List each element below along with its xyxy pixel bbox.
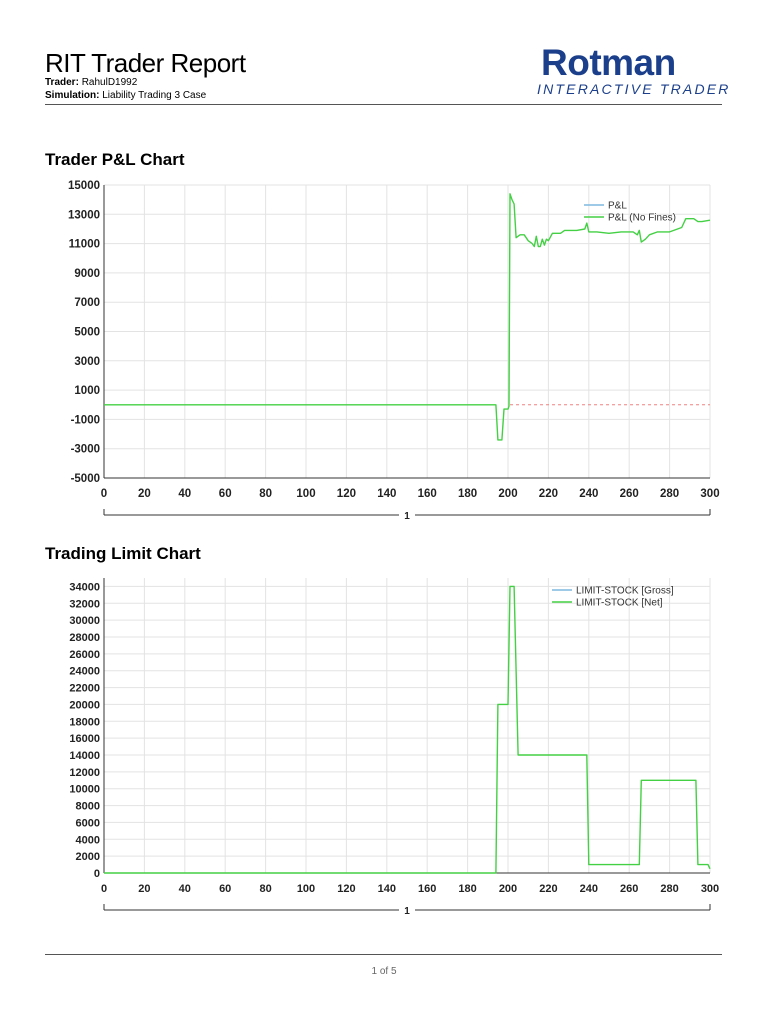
legend-entry-1: LIMIT-STOCK [Gross] — [576, 586, 674, 597]
rotman-logo: Rotman INTERACTIVE TRADER — [537, 42, 728, 100]
y-tick-label: 5000 — [74, 327, 100, 339]
x-tick-label: 280 — [660, 883, 678, 895]
y-tick-label: 22000 — [69, 683, 100, 695]
x-tick-label: 100 — [296, 488, 315, 500]
x-tick-label: 40 — [178, 488, 191, 500]
x-tick-label: 260 — [620, 883, 638, 895]
y-tick-label: 24000 — [69, 666, 100, 678]
limit-chart: 3400032000300002800026000240002200020000… — [69, 578, 719, 917]
simulation-value: Liability Trading 3 Case — [102, 90, 207, 101]
y-tick-label: -1000 — [71, 414, 100, 426]
y-tick-label: 34000 — [69, 581, 100, 593]
y-tick-label: 16000 — [69, 733, 100, 745]
y-tick-label: 26000 — [69, 649, 100, 661]
y-tick-label: 7000 — [74, 297, 100, 309]
x-tick-label: 200 — [499, 883, 517, 895]
legend-entry-2: LIMIT-STOCK [Net] — [576, 598, 663, 609]
trader-value: RahulD1992 — [81, 77, 138, 88]
legend-entry-1: P&L — [608, 201, 627, 212]
x-tick-label: 20 — [138, 883, 150, 895]
legend-entry-2: P&L (No Fines) — [608, 213, 676, 224]
x-tick-label: 300 — [701, 883, 719, 895]
x-tick-label: 120 — [337, 883, 355, 895]
x-tick-label: 60 — [219, 488, 232, 500]
y-tick-label: 32000 — [69, 598, 100, 610]
x-tick-label: 0 — [101, 488, 107, 500]
x-tick-label: 260 — [620, 488, 639, 500]
y-tick-label: 6000 — [76, 817, 100, 829]
x-tick-label: 40 — [179, 883, 191, 895]
series-line-2 — [104, 193, 711, 441]
simulation-line: Simulation: Liability Trading 3 Case — [45, 90, 206, 101]
x-tick-label: 280 — [660, 488, 679, 500]
x-tick-label: 200 — [498, 488, 517, 500]
y-tick-label: 11000 — [69, 239, 100, 251]
series-line-2 — [104, 585, 711, 874]
x-tick-label: 180 — [458, 488, 477, 500]
x-tick-label: 20 — [138, 488, 151, 500]
y-tick-label: 1000 — [74, 385, 100, 397]
period-bracket: 1 — [103, 509, 711, 522]
logo-main-text: Rotman — [541, 42, 676, 83]
y-tick-label: 14000 — [69, 750, 100, 762]
y-tick-label: 20000 — [69, 699, 100, 711]
x-tick-label: 160 — [418, 883, 436, 895]
x-tick-label: 220 — [539, 883, 557, 895]
trader-line: Trader: RahulD1992 — [45, 77, 137, 88]
y-tick-label: -3000 — [71, 444, 100, 456]
x-tick-label: 80 — [259, 883, 271, 895]
trader-label: Trader: — [45, 77, 79, 88]
y-tick-label: 15000 — [68, 180, 100, 192]
simulation-label: Simulation: — [45, 90, 100, 101]
y-tick-label: 28000 — [69, 632, 100, 644]
period-label-bg — [399, 509, 415, 521]
grid — [103, 184, 711, 479]
period-label: 1 — [404, 906, 410, 917]
y-tick-label: 3000 — [74, 356, 100, 368]
y-tick-label: 4000 — [76, 834, 100, 846]
legend: P&LP&L (No Fines) — [584, 201, 676, 224]
x-tick-label: 140 — [378, 883, 396, 895]
y-tick-label: 30000 — [69, 615, 100, 627]
x-tick-label: 100 — [297, 883, 315, 895]
x-tick-label: 80 — [259, 488, 272, 500]
x-tick-label: 220 — [539, 488, 558, 500]
y-tick-label: 18000 — [69, 716, 100, 728]
x-tick-label: 300 — [700, 488, 719, 500]
report-title: RIT Trader Report — [45, 48, 246, 78]
x-tick-label: 120 — [337, 488, 356, 500]
legend: LIMIT-STOCK [Gross]LIMIT-STOCK [Net] — [552, 586, 674, 609]
y-tick-label: 0 — [94, 868, 100, 880]
y-tick-label: 9000 — [74, 268, 100, 280]
period-label-bg — [399, 904, 415, 916]
y-tick-label: 10000 — [69, 784, 100, 796]
x-tick-label: 180 — [458, 883, 476, 895]
y-tick-label: 8000 — [76, 801, 100, 813]
logo-sub-text: INTERACTIVE TRADER — [537, 81, 731, 97]
y-tick-label: 2000 — [76, 851, 100, 863]
period-bracket: 1 — [103, 904, 711, 917]
period-label: 1 — [404, 511, 410, 522]
x-tick-label: 240 — [579, 488, 598, 500]
y-tick-label: -5000 — [71, 473, 100, 485]
page-number: 1 of 5 — [371, 966, 397, 977]
x-tick-label: 0 — [101, 883, 107, 895]
x-tick-label: 160 — [418, 488, 437, 500]
limit-chart-title: Trading Limit Chart — [45, 544, 201, 563]
header-divider — [45, 104, 722, 105]
pnl-chart: 15000130001100090007000500030001000-1000… — [68, 180, 720, 522]
grid — [103, 578, 711, 874]
y-tick-label: 12000 — [69, 767, 100, 779]
y-tick-label: 13000 — [68, 209, 100, 221]
x-tick-label: 240 — [580, 883, 598, 895]
x-tick-label: 60 — [219, 883, 231, 895]
footer-divider — [45, 954, 722, 955]
x-tick-label: 140 — [377, 488, 396, 500]
pnl-chart-title: Trader P&L Chart — [45, 150, 185, 169]
